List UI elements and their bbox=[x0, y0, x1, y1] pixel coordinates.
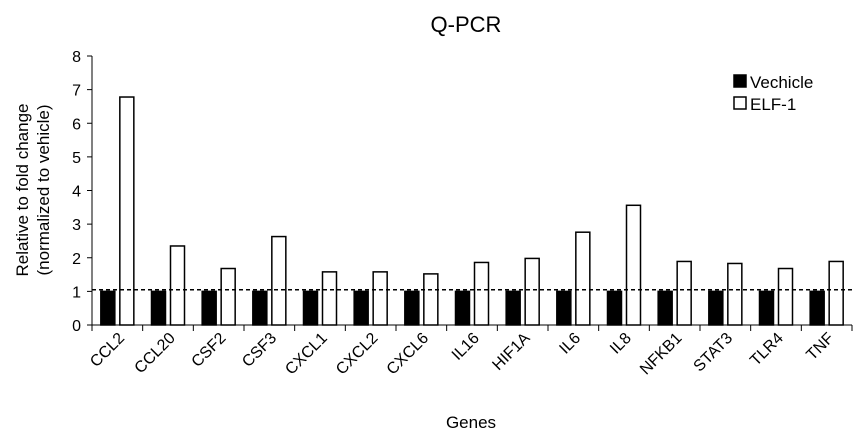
bar-vehicle-nfkb1 bbox=[657, 290, 673, 326]
chart-title: Q-PCR bbox=[431, 12, 502, 37]
x-tick-label-cxcl1: CXCL1 bbox=[282, 330, 331, 379]
bar-elf1-tnf bbox=[828, 260, 844, 326]
bar-vehicle-il6 bbox=[556, 290, 572, 326]
x-tick-label-csf3: CSF3 bbox=[239, 330, 280, 371]
legend-label-elf1: ELF-1 bbox=[750, 95, 796, 114]
bar-vehicle-ccl2 bbox=[100, 290, 116, 326]
legend-label-vehicle: Vechicle bbox=[750, 73, 813, 92]
x-tick-label-csf2: CSF2 bbox=[189, 330, 230, 371]
bar-elf1-il6 bbox=[575, 231, 591, 326]
x-tick-label-il6: IL6 bbox=[556, 330, 584, 358]
x-tick-label-hif1a: HIF1A bbox=[489, 330, 533, 374]
bar-vehicle-tnf bbox=[809, 290, 825, 326]
y-tick-label: 5 bbox=[72, 150, 81, 167]
bar-vehicle-il16 bbox=[454, 290, 471, 326]
bar-vehicle-tlr4 bbox=[758, 290, 775, 326]
bar-elf1-csf2 bbox=[220, 267, 236, 326]
x-tick-label-tlr4: TLR4 bbox=[747, 330, 787, 370]
bar-elf1-il8 bbox=[625, 204, 642, 326]
x-tick-label-il16: IL16 bbox=[449, 330, 483, 364]
legend-swatch-elf1 bbox=[733, 96, 747, 110]
y-tick-label: 7 bbox=[72, 83, 81, 100]
x-tick-label-stat3: STAT3 bbox=[691, 330, 737, 376]
bar-vehicle-cxcl6 bbox=[404, 290, 420, 326]
legend: Vechicle ELF-1 bbox=[733, 73, 813, 114]
y-tick-label: 2 bbox=[72, 251, 81, 268]
x-tick-label-tnf: TNF bbox=[803, 330, 837, 364]
x-tick-label-ccl2: CCL2 bbox=[87, 330, 128, 371]
bar-vehicle-hif1a bbox=[505, 290, 521, 326]
y-tick-label: 8 bbox=[72, 49, 81, 66]
y-tick-label: 1 bbox=[72, 284, 81, 301]
x-tick-label-cxcl2: CXCL2 bbox=[333, 330, 382, 379]
bar-elf1-csf3 bbox=[271, 235, 287, 326]
x-tick-label-cxcl6: CXCL6 bbox=[384, 330, 433, 379]
bar-vehicle-csf3 bbox=[252, 290, 268, 326]
y-tick-label: 0 bbox=[72, 318, 81, 335]
bar-elf1-stat3 bbox=[727, 262, 743, 326]
legend-swatch-vehicle bbox=[733, 74, 747, 88]
bar-elf1-tlr4 bbox=[777, 267, 794, 326]
bar-elf1-cxcl6 bbox=[423, 273, 439, 326]
bar-vehicle-stat3 bbox=[708, 290, 724, 326]
bar-vehicle-csf2 bbox=[201, 290, 217, 326]
y-tick-label: 6 bbox=[72, 116, 81, 133]
x-tick-label-nfkb1: NFKB1 bbox=[637, 330, 686, 379]
y-tick-label: 3 bbox=[72, 217, 81, 234]
y-axis-label: Relative to fold change (normalized to v… bbox=[13, 104, 53, 277]
bar-elf1-ccl2 bbox=[119, 96, 135, 326]
y-axis-label-line-2: (normalized to vehicle) bbox=[34, 104, 53, 275]
bar-vehicle-cxcl2 bbox=[353, 290, 369, 326]
y-axis-label-line-1: Relative to fold change bbox=[13, 104, 32, 277]
bar-elf1-cxcl2 bbox=[372, 271, 388, 326]
bar-elf1-ccl20 bbox=[169, 245, 186, 326]
bar-vehicle-il8 bbox=[606, 290, 623, 326]
bar-elf1-nfkb1 bbox=[676, 260, 692, 326]
x-tick-label-il8: IL8 bbox=[607, 330, 635, 358]
x-axis-label: Genes bbox=[446, 413, 496, 432]
bar-vehicle-cxcl1 bbox=[302, 290, 319, 326]
bar-elf1-cxcl1 bbox=[321, 271, 338, 326]
bar-vehicle-ccl20 bbox=[150, 290, 167, 326]
bar-elf1-hif1a bbox=[524, 257, 540, 326]
x-tick-label-ccl20: CCL20 bbox=[132, 330, 179, 377]
y-tick-label: 4 bbox=[72, 184, 81, 201]
bar-elf1-il16 bbox=[473, 261, 490, 326]
